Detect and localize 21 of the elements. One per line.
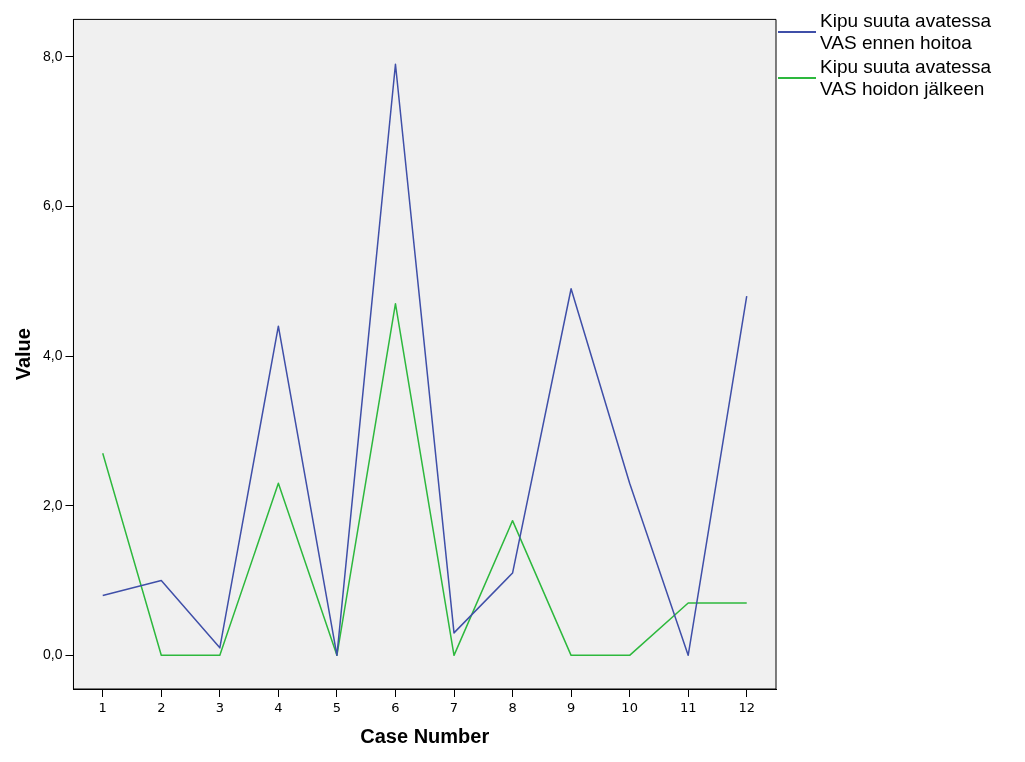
x-tick-label: 5 [332,699,342,715]
x-tick-label: 10 [621,699,638,715]
y-axis-title: Value [11,328,34,381]
x-tick-label: 1 [98,699,107,715]
y-tick-label: 6,0 [42,197,63,214]
x-tick-label: 4 [274,699,283,715]
x-tick-label: 7 [449,699,459,715]
legend-label: Kipu suuta avatessa VAS ennen hoitoa [820,10,993,54]
y-tick-label: 2,0 [42,496,63,513]
x-tick-label: 3 [215,699,224,715]
x-tick-label: 2 [157,699,166,715]
y-tick-label: 4,0 [42,346,63,363]
y-tick-label: 8,0 [42,47,63,64]
x-axis-title: Case Number [360,724,490,747]
y-tick-label: 0,0 [42,646,63,663]
x-tick-label: 8 [508,699,517,715]
x-tick-label: 11 [679,699,697,715]
x-tick-label: 6 [391,699,400,715]
x-tick-label: 12 [738,699,755,715]
x-tick-label: 9 [566,699,576,715]
legend-label: Kipu suuta avatessa VAS hoidon jälkeen [820,56,993,100]
